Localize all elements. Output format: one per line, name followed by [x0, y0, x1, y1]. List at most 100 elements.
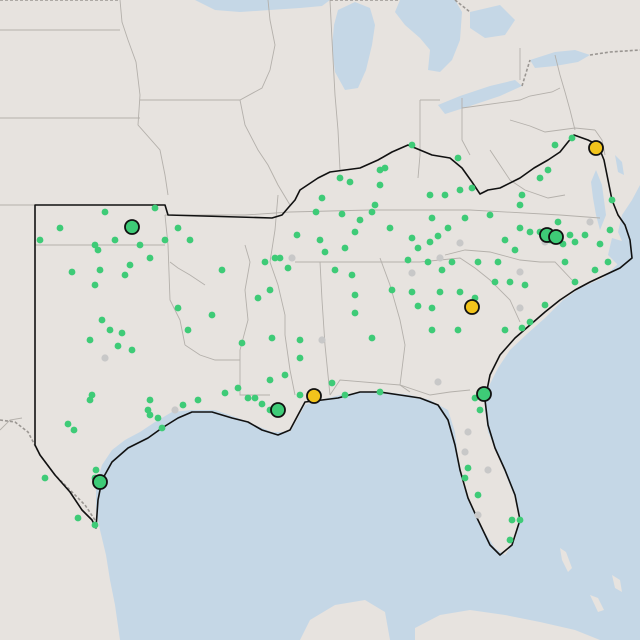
map-marker-green[interactable]	[501, 326, 509, 334]
map-marker-green[interactable]	[444, 224, 452, 232]
map-marker-green[interactable]	[491, 278, 499, 286]
map-marker-green[interactable]	[476, 406, 484, 414]
map-marker-green[interactable]	[506, 536, 514, 544]
map-marker-gray[interactable]	[288, 254, 296, 262]
map-marker-gray[interactable]	[516, 268, 524, 276]
map-marker-green[interactable]	[126, 261, 134, 269]
map-marker-green[interactable]	[544, 166, 552, 174]
map-marker-large-green[interactable]	[92, 474, 108, 490]
map-marker-green[interactable]	[154, 414, 162, 422]
map-marker-green[interactable]	[179, 401, 187, 409]
map-marker-green[interactable]	[146, 254, 154, 262]
map-marker-green[interactable]	[36, 236, 44, 244]
map-marker-green[interactable]	[606, 226, 614, 234]
map-marker-green[interactable]	[351, 228, 359, 236]
map-marker-green[interactable]	[571, 278, 579, 286]
map-marker-green[interactable]	[464, 464, 472, 472]
map-marker-green[interactable]	[436, 288, 444, 296]
map-marker-green[interactable]	[74, 514, 82, 522]
map-marker-green[interactable]	[414, 244, 422, 252]
map-marker-green[interactable]	[261, 258, 269, 266]
map-marker-gray[interactable]	[434, 378, 442, 386]
map-marker-green[interactable]	[121, 271, 129, 279]
map-marker-green[interactable]	[271, 254, 279, 262]
map-marker-gray[interactable]	[484, 466, 492, 474]
map-marker-green[interactable]	[293, 231, 301, 239]
map-marker-green[interactable]	[516, 516, 524, 524]
map-marker-green[interactable]	[346, 178, 354, 186]
map-marker-green[interactable]	[386, 224, 394, 232]
map-marker-green[interactable]	[388, 286, 396, 294]
map-marker-green[interactable]	[266, 286, 274, 294]
map-marker-green[interactable]	[508, 516, 516, 524]
map-marker-green[interactable]	[146, 396, 154, 404]
map-marker-green[interactable]	[91, 521, 99, 529]
map-marker-green[interactable]	[318, 194, 326, 202]
map-marker-gray[interactable]	[456, 239, 464, 247]
map-marker-green[interactable]	[351, 309, 359, 317]
map-marker-green[interactable]	[101, 208, 109, 216]
map-marker-green[interactable]	[208, 311, 216, 319]
map-marker-green[interactable]	[238, 339, 246, 347]
map-marker-green[interactable]	[328, 379, 336, 387]
map-marker-green[interactable]	[336, 174, 344, 182]
map-marker-green[interactable]	[474, 258, 482, 266]
map-marker-green[interactable]	[356, 216, 364, 224]
map-marker-green[interactable]	[284, 264, 292, 272]
map-marker-green[interactable]	[348, 271, 356, 279]
map-marker-green[interactable]	[70, 426, 78, 434]
map-marker-green[interactable]	[454, 154, 462, 162]
map-marker-gray[interactable]	[101, 354, 109, 362]
map-marker-gray[interactable]	[461, 448, 469, 456]
map-marker-green[interactable]	[438, 266, 446, 274]
map-marker-green[interactable]	[312, 208, 320, 216]
map-marker-green[interactable]	[266, 376, 274, 384]
map-marker-gray[interactable]	[408, 269, 416, 277]
map-marker-green[interactable]	[338, 210, 346, 218]
map-marker-green[interactable]	[591, 266, 599, 274]
map-marker-green[interactable]	[566, 231, 574, 239]
map-marker-green[interactable]	[184, 326, 192, 334]
map-marker-green[interactable]	[88, 391, 96, 399]
map-marker-green[interactable]	[428, 326, 436, 334]
map-marker-green[interactable]	[91, 281, 99, 289]
map-marker-gray[interactable]	[464, 428, 472, 436]
map-marker-green[interactable]	[468, 184, 476, 192]
map-marker-green[interactable]	[424, 258, 432, 266]
map-marker-green[interactable]	[368, 208, 376, 216]
map-marker-green[interactable]	[441, 191, 449, 199]
map-marker-green[interactable]	[501, 236, 509, 244]
map-marker-green[interactable]	[448, 258, 456, 266]
map-marker-green[interactable]	[426, 191, 434, 199]
map-marker-green[interactable]	[186, 236, 194, 244]
map-marker-green[interactable]	[316, 236, 324, 244]
map-marker-green[interactable]	[321, 248, 329, 256]
map-marker-green[interactable]	[608, 196, 616, 204]
map-marker-green[interactable]	[554, 218, 562, 226]
map-marker-green[interactable]	[128, 346, 136, 354]
map-marker-green[interactable]	[368, 334, 376, 342]
map-marker-large-green[interactable]	[270, 402, 286, 418]
map-marker-green[interactable]	[94, 246, 102, 254]
map-marker-green[interactable]	[494, 258, 502, 266]
map-marker-green[interactable]	[461, 474, 469, 482]
map-marker-green[interactable]	[296, 336, 304, 344]
map-marker-green[interactable]	[296, 391, 304, 399]
map-marker-green[interactable]	[581, 231, 589, 239]
map-marker-green[interactable]	[268, 334, 276, 342]
map-marker-gray[interactable]	[516, 304, 524, 312]
map-marker-green[interactable]	[456, 186, 464, 194]
map-marker-green[interactable]	[86, 336, 94, 344]
map-marker-green[interactable]	[541, 301, 549, 309]
map-marker-gray[interactable]	[474, 511, 482, 519]
map-marker-green[interactable]	[276, 254, 284, 262]
map-marker-green[interactable]	[111, 236, 119, 244]
map-marker-large-yellow[interactable]	[588, 140, 604, 156]
map-marker-green[interactable]	[146, 411, 154, 419]
map-marker-large-green[interactable]	[476, 386, 492, 402]
map-marker-green[interactable]	[461, 214, 469, 222]
map-marker-green[interactable]	[151, 204, 159, 212]
map-marker-green[interactable]	[511, 246, 519, 254]
map-marker-green[interactable]	[454, 326, 462, 334]
map-marker-green[interactable]	[596, 240, 604, 248]
